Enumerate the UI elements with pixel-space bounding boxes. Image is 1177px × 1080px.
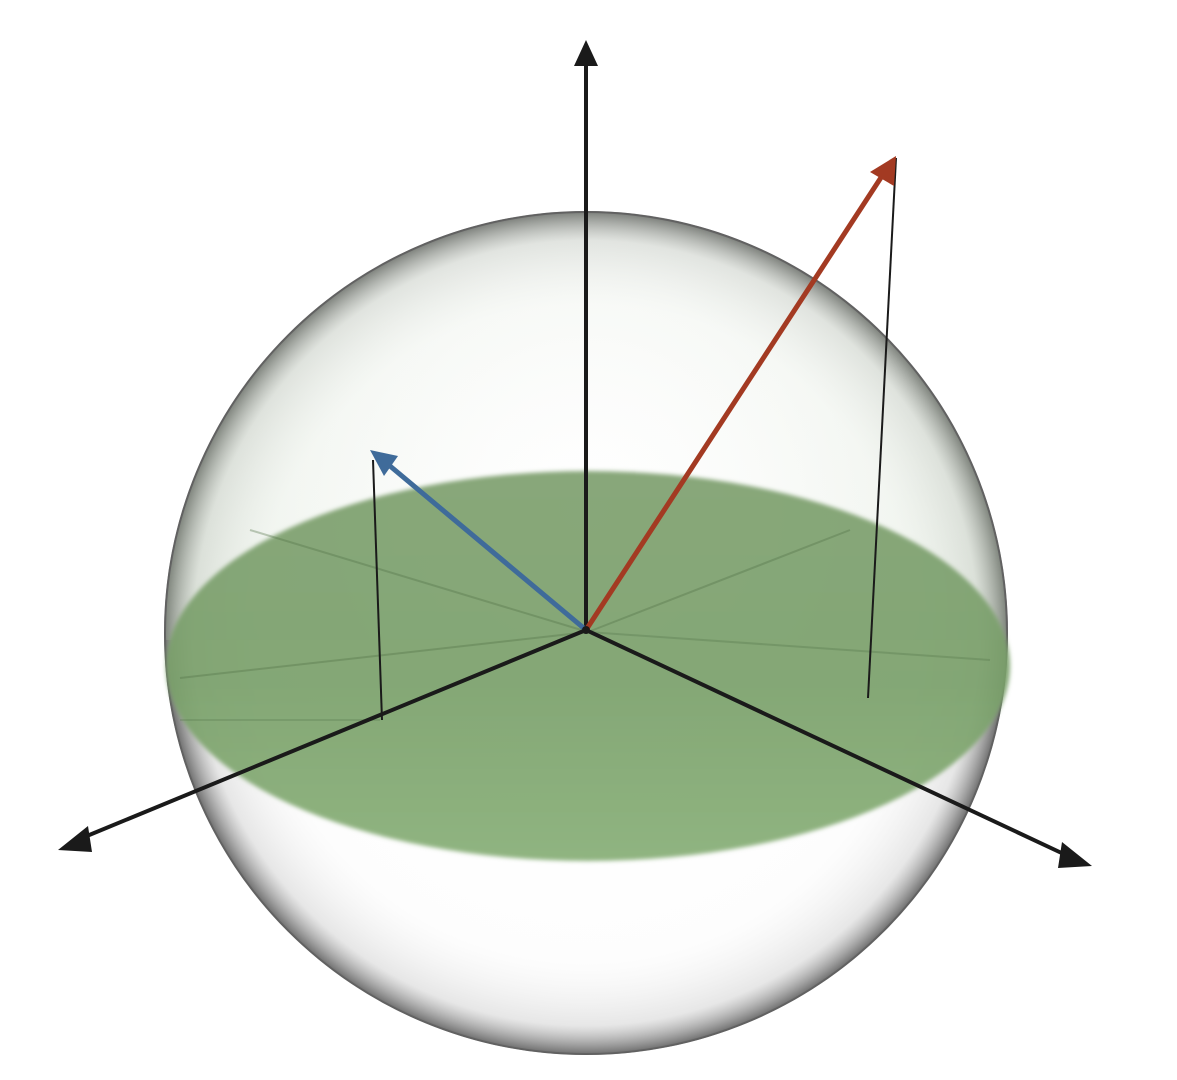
origin-point bbox=[582, 626, 590, 634]
blue-vector-arrowhead bbox=[370, 450, 398, 476]
disk-grid-line bbox=[587, 631, 991, 661]
right-front-axis bbox=[585, 628, 1069, 858]
coordinate-axes bbox=[58, 40, 1092, 868]
blue-vector bbox=[388, 464, 588, 632]
red-vector-arrowhead bbox=[870, 156, 896, 186]
blue-vector-drop-line bbox=[372, 459, 383, 721]
blue-vector-group bbox=[370, 450, 588, 721]
red-vector-group bbox=[583, 156, 897, 699]
right-front-axis-arrowhead bbox=[1058, 842, 1092, 868]
left-front-axis-arrowhead bbox=[58, 826, 92, 852]
left-front-axis bbox=[81, 628, 587, 840]
red-vector-drop-line bbox=[867, 157, 897, 699]
disk-grid-line bbox=[249, 529, 589, 633]
disk-grid-line bbox=[587, 529, 851, 633]
disk-grid-line bbox=[179, 631, 589, 679]
red-vector bbox=[583, 174, 885, 632]
vertical-axis-arrowhead bbox=[574, 40, 598, 66]
